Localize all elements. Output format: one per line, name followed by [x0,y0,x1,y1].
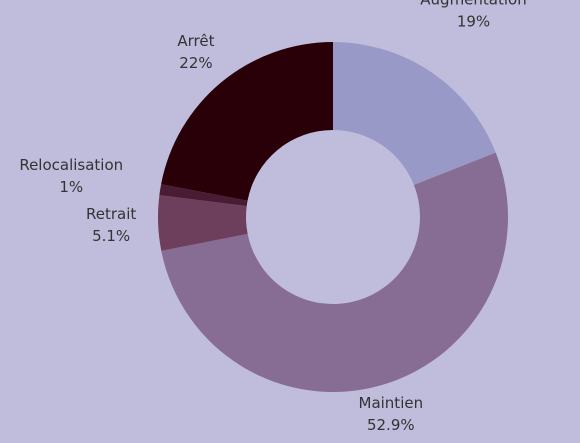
donut-slice [159,184,248,207]
slice-value-label: 1% [59,178,83,196]
donut-slice [157,195,248,251]
donut-slice [161,152,509,393]
slice-value-label: 52.9% [367,416,415,434]
slice-value-label: 22% [179,54,212,72]
donut-slice [161,42,333,201]
slice-label: Arrêt [177,32,214,50]
slice-label: Retrait [86,205,136,223]
slice-label: Relocalisation [19,156,123,174]
slice-label: Augmentation [420,0,526,9]
slice-value-label: 5.1% [92,227,130,245]
slice-label: Maintien [359,394,424,412]
slice-value-label: 19% [457,13,490,31]
donut-slice [333,42,496,185]
